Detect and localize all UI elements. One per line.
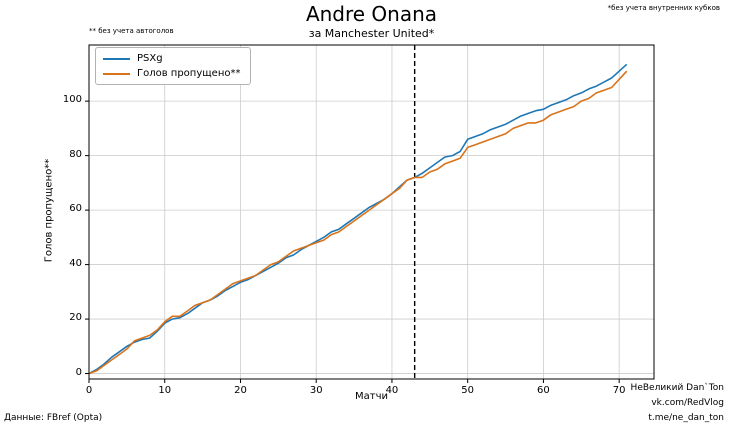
y-tick-label: 0	[75, 366, 82, 378]
series-line-goals-conceded	[88, 70, 628, 375]
legend-item-psxg: PSXg	[103, 53, 241, 64]
chart-subtitle: за Manchester United*	[308, 27, 435, 40]
x-tick-label: 10	[158, 385, 172, 396]
watermark: НеВеликий Dan`Ton vk.com/RedVlog t.me/ne…	[631, 381, 724, 426]
legend-line-swatch-goals-conceded	[103, 72, 130, 75]
watermark-author: НеВеликий Dan`Ton	[630, 383, 724, 393]
y-tick-label: 100	[62, 94, 82, 106]
x-tick-label: 40	[385, 385, 399, 396]
x-tick-label: 30	[309, 385, 323, 396]
watermark-vk-link: vk.com/RedVlog	[651, 398, 724, 408]
x-tick-label: 70	[612, 385, 626, 396]
y-tick-label: 80	[69, 148, 82, 160]
x-tick-label: 60	[537, 385, 550, 396]
x-tick-label: 20	[234, 385, 247, 396]
note-top-right: *без учета внутренних кубков	[607, 4, 720, 12]
watermark-telegram-link: t.me/ne_dan_ton	[648, 413, 724, 423]
y-tick-label: 20	[69, 312, 82, 324]
legend-label-psxg: PSXg	[137, 53, 163, 64]
legend-line-swatch-psxg	[103, 57, 130, 60]
y-tick-label: 60	[69, 203, 82, 215]
legend-item-goals-conceded: Голов пропущено**	[103, 68, 241, 79]
chart-title: Andre Onana	[305, 2, 438, 26]
series-line-psxg	[88, 63, 628, 375]
y-tick-label: 40	[69, 257, 82, 269]
axes-frame	[88, 44, 655, 380]
x-tick-label: 0	[85, 385, 93, 396]
data-source-note: Данные: FBref (Opta)	[4, 413, 103, 423]
x-axis-label: Матчи	[355, 391, 388, 402]
x-tick-label: 50	[461, 385, 475, 396]
legend: PSXg Голов пропущено**	[95, 47, 251, 85]
note-top-left: ** без учета автоголов	[89, 27, 174, 35]
legend-label-goals-conceded: Голов пропущено**	[137, 68, 241, 79]
